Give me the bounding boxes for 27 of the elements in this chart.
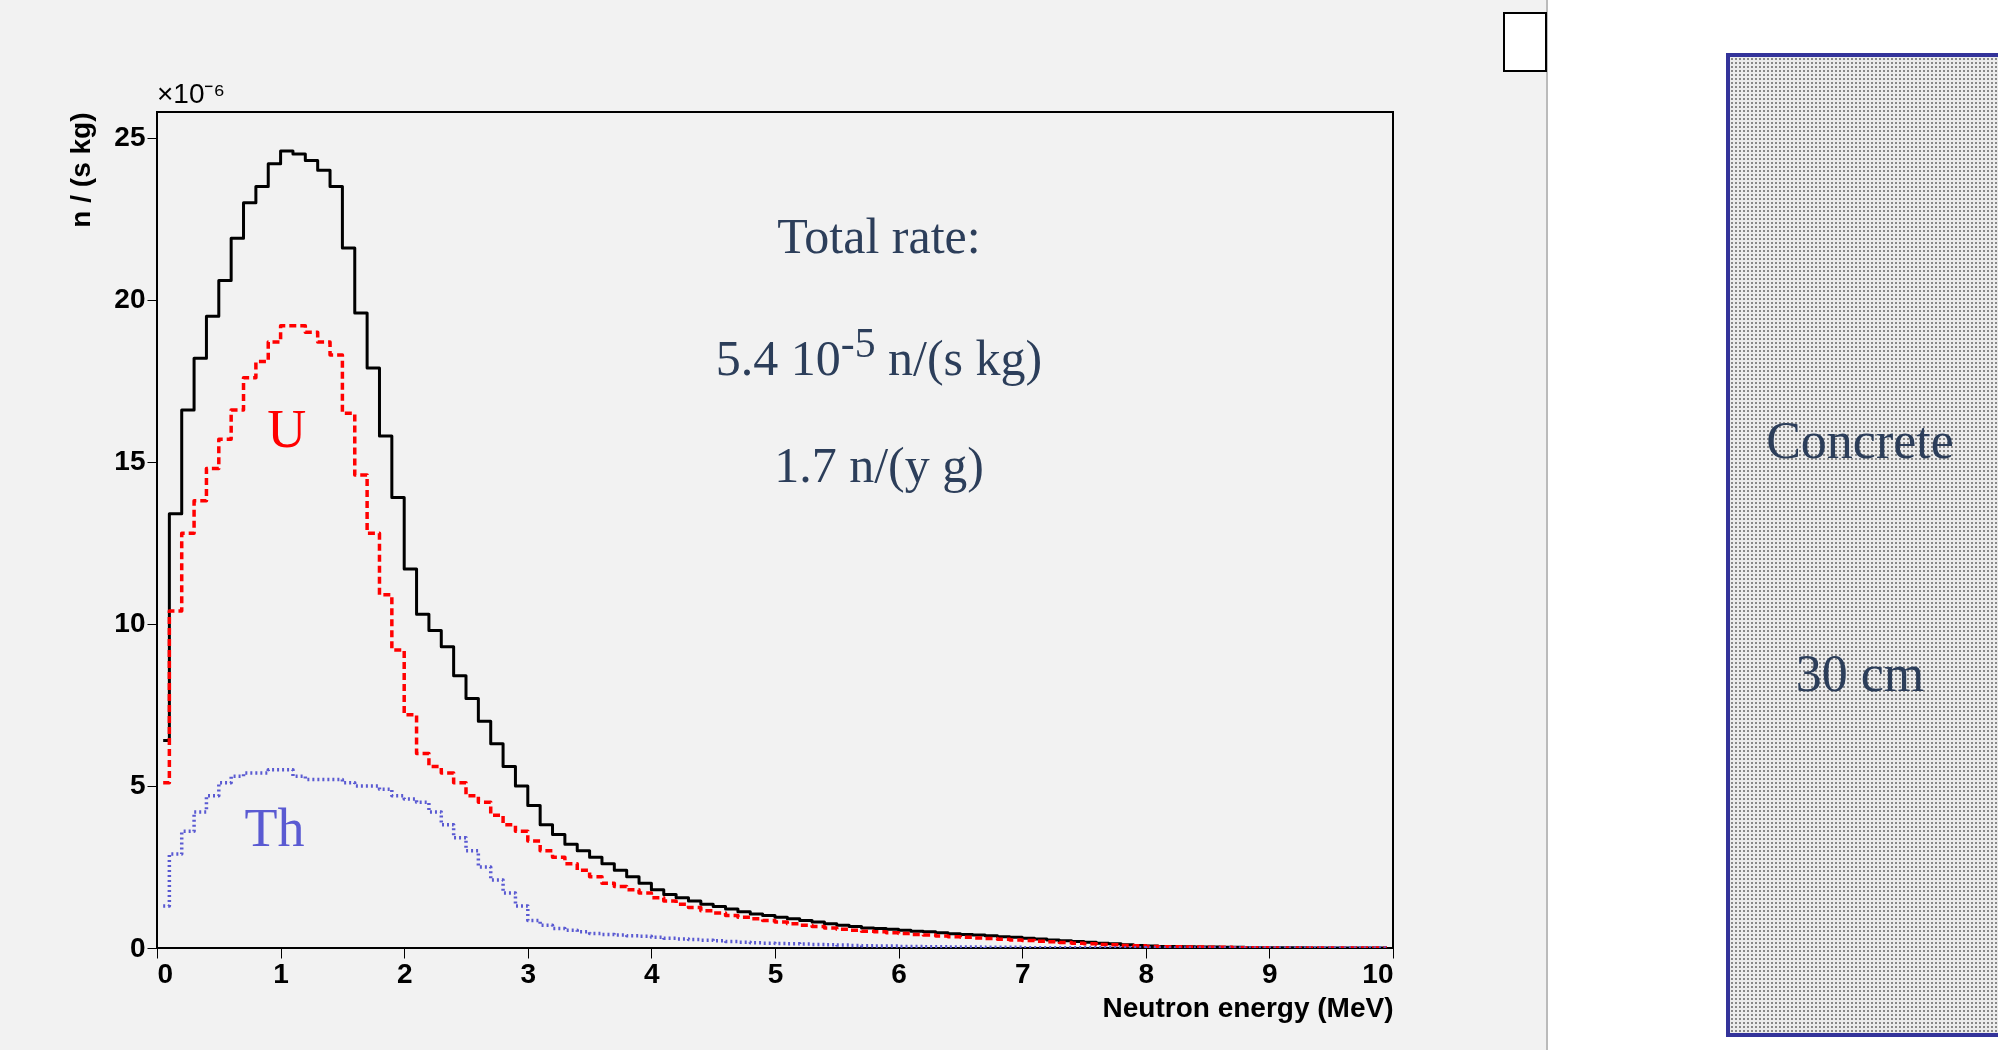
x-tick-label: 6 xyxy=(891,957,907,989)
x-tick-label: 2 xyxy=(396,957,413,989)
x-tick-label: 4 xyxy=(644,957,661,989)
y-tick-label: 15 xyxy=(114,445,146,477)
annotation: 1.7 n/(y g) xyxy=(774,436,984,494)
series-label: U xyxy=(267,398,307,459)
y-tick-label: 0 xyxy=(129,931,146,963)
x-tick-label: 8 xyxy=(1138,957,1155,989)
x-tick-label: 5 xyxy=(767,957,784,989)
text: Concrete xyxy=(1766,410,1954,470)
x-tick-label: 9 xyxy=(1262,957,1278,989)
y-tick-label: 10 xyxy=(114,607,146,639)
text: ×10⁻⁶ xyxy=(157,77,226,111)
y-tick-label: 25 xyxy=(114,121,146,153)
text: 30 cm xyxy=(1795,643,1925,703)
x-tick-label: 1 xyxy=(273,957,289,989)
x-axis-title: Neutron energy (MeV) xyxy=(1102,991,1394,1023)
annotation: Total rate: xyxy=(777,207,981,265)
x-tick-label: 10 xyxy=(1362,957,1394,989)
x-tick-label: 0 xyxy=(157,957,174,989)
series-label: Th xyxy=(244,797,305,858)
annotation: 5.4 10$^{-5}$ n/(s kg) xyxy=(715,319,1043,387)
y-tick-label: 5 xyxy=(129,769,146,801)
x-tick-label: 7 xyxy=(1014,957,1031,989)
y-axis-title: n / (s kg) xyxy=(65,112,97,228)
y-tick-label: 20 xyxy=(114,283,146,315)
x-tick-label: 3 xyxy=(520,957,537,989)
